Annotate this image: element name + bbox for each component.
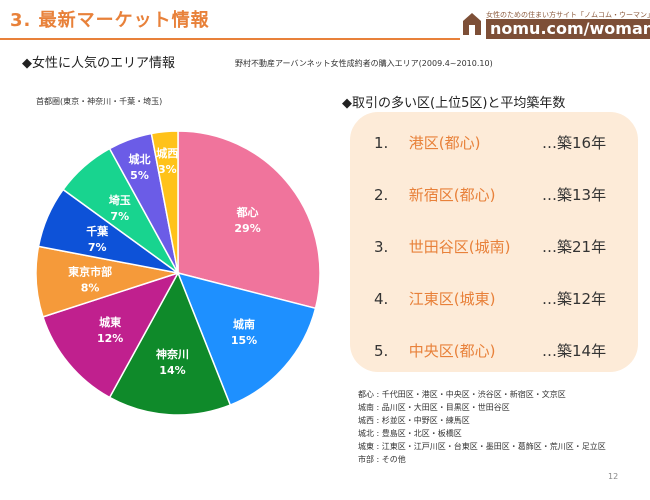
- area-definition-line: 城西 : 杉並区・中野区・練馬区: [358, 416, 470, 425]
- rank-building-age: …築13年: [542, 186, 607, 204]
- pie-slice-3: [42, 271, 180, 399]
- rank-building-age: …築12年: [542, 290, 607, 308]
- pie-slice-8: [150, 130, 179, 274]
- pie-slice-value: 12%: [97, 332, 123, 345]
- pie-slice-value: 3%: [158, 163, 177, 176]
- pie-slice-label: 城南: [233, 317, 255, 331]
- pie-slice-value: 7%: [110, 210, 129, 223]
- pie-slice-value: 7%: [88, 241, 107, 254]
- rank-number: 2.: [374, 186, 389, 204]
- section-heading-top-wards: ◆取引の多い区(上位5区)と平均築年数: [342, 96, 566, 111]
- ranking-item: 4. 江東区(城東) …築12年: [374, 288, 606, 309]
- rank-number: 3.: [374, 238, 389, 256]
- pie-slice-value: 15%: [231, 334, 257, 347]
- ranking-panel: 1. 港区(都心) …築16年 2. 新宿区(都心) …築13年 3. 世田谷区…: [350, 112, 638, 372]
- rank-area: 世田谷区(城南): [408, 238, 511, 256]
- brand-logo[interactable]: 女性のための住まい方サイト「ノムコム・ウーマン」 nomu.com/woman: [458, 8, 650, 40]
- logo-name: nomu.com/woman: [486, 19, 650, 39]
- pie-slice-label: 千葉: [86, 224, 109, 238]
- pie-slice-value: 29%: [234, 222, 260, 235]
- ranking-item: 1. 港区(都心) …築16年: [374, 132, 606, 153]
- rank-area: 港区(都心): [408, 134, 481, 152]
- pie-slice-label: 東京市部: [68, 265, 112, 279]
- page-number: 12: [608, 472, 619, 481]
- section-heading-popular-areas: ◆女性に人気のエリア情報: [22, 56, 175, 71]
- ranking-item: 2. 新宿区(都心) …築13年: [374, 184, 606, 205]
- rank-building-age: …築14年: [542, 342, 607, 360]
- rank-area: 江東区(城東): [408, 290, 496, 308]
- house-icon: [463, 13, 481, 35]
- pie-slice-1: [176, 271, 317, 407]
- rank-number: 1.: [374, 134, 389, 152]
- pie-slice-value: 14%: [159, 364, 185, 377]
- rank-building-age: …築16年: [542, 134, 607, 152]
- rank-number: 5.: [374, 342, 389, 360]
- pie-slice-label: 神奈川: [156, 347, 189, 361]
- area-definition-line: 市部 : その他: [358, 455, 406, 464]
- pie-slice-label: 城北: [129, 152, 151, 166]
- pie-slice-value: 5%: [130, 169, 149, 182]
- area-definitions: 都心 : 千代田区・港区・中央区・渋谷区・新宿区・文京区 城南 : 品川区・大田…: [358, 388, 606, 466]
- area-definition-line: 城東 : 江東区・江戸川区・台東区・墨田区・葛飾区・荒川区・足立区: [358, 442, 606, 451]
- header-divider: [0, 38, 460, 40]
- ranking-item: 5. 中央区(都心) …築14年: [374, 340, 606, 361]
- page-title: 3. 最新マーケット情報: [10, 10, 210, 31]
- pie-slice-label: 埼玉: [109, 193, 131, 207]
- pie-slice-0: [177, 130, 321, 310]
- pie-slice-label: 城東: [99, 315, 122, 329]
- region-note: 首都圏(東京・神奈川・千葉・埼玉): [36, 97, 163, 106]
- rank-area: 中央区(都心): [408, 342, 496, 360]
- pie-slice-label: 都心: [236, 205, 259, 219]
- area-definition-line: 城北 : 豊島区・北区・板橋区: [358, 429, 462, 438]
- logo-tagline: 女性のための住まい方サイト「ノムコム・ウーマン」: [486, 11, 650, 19]
- pie-slice-2: [108, 271, 232, 416]
- area-definition-line: 都心 : 千代田区・港区・中央区・渋谷区・新宿区・文京区: [358, 390, 566, 399]
- ranking-item: 3. 世田谷区(城南) …築21年: [374, 236, 606, 257]
- rank-area: 新宿区(都心): [408, 186, 496, 204]
- data-source-note: 野村不動産アーバンネット女性成約者の購入エリア(2009.4~2010.10): [235, 59, 493, 68]
- rank-building-age: …築21年: [542, 238, 607, 256]
- pie-slice-value: 8%: [81, 282, 100, 295]
- pie-slice-label: 城西: [156, 146, 178, 160]
- area-definition-line: 城南 : 品川区・大田区・目黒区・世田谷区: [358, 403, 510, 412]
- rank-number: 4.: [374, 290, 389, 308]
